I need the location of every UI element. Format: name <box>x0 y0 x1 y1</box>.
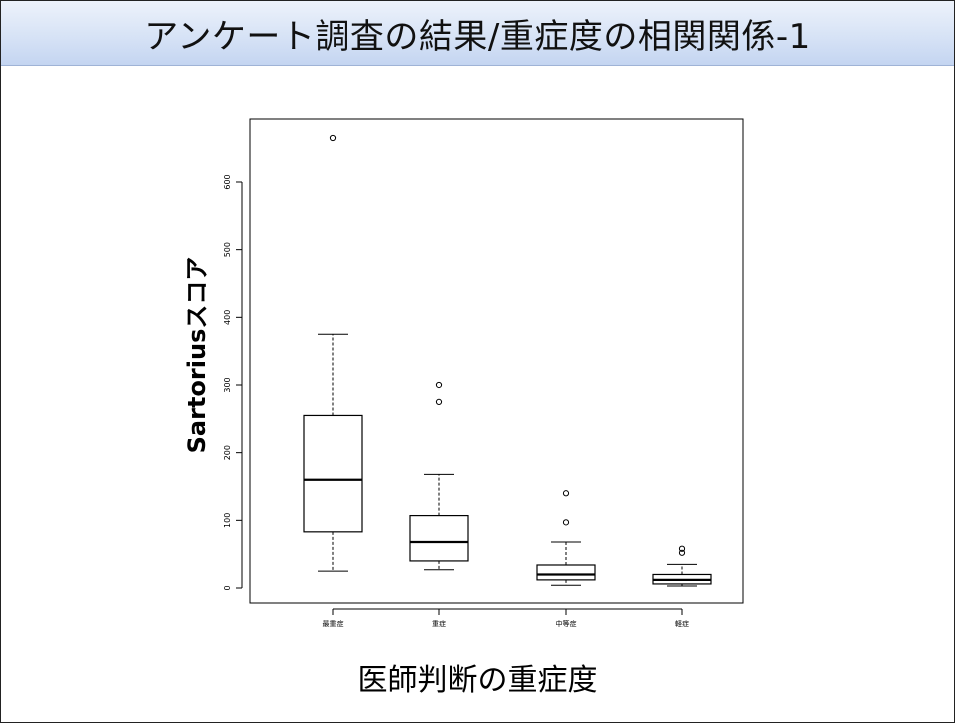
outlier-point <box>678 549 686 556</box>
y-tick-label: 200 <box>223 445 232 460</box>
plot-frame <box>249 118 744 604</box>
x-tick-label: 最重症 <box>323 619 344 628</box>
outlier-point <box>678 545 686 552</box>
y-tick-label: 400 <box>223 310 232 325</box>
box <box>536 564 596 581</box>
x-tick-label: 軽症 <box>675 619 689 628</box>
outlier-point <box>435 398 443 406</box>
y-tick-label: 300 <box>223 377 232 392</box>
y-tick-label: 0 <box>223 585 232 590</box>
y-tick-label: 500 <box>223 242 232 257</box>
y-axis-title: Sartoriusスコア <box>183 257 211 454</box>
y-tick-label: 100 <box>223 513 232 528</box>
box <box>409 514 469 562</box>
outlier-point <box>329 134 337 142</box>
x-axis-title: 医師判断の重症度 <box>357 663 598 698</box>
box <box>303 414 363 533</box>
x-tick-label: 中等症 <box>556 619 577 628</box>
y-tick-label: 600 <box>223 174 232 189</box>
outlier-point <box>435 381 443 389</box>
slide-title: アンケート調査の結果/重症度の相関関係-1 <box>144 16 811 57</box>
title-bar: アンケート調査の結果/重症度の相関関係-1 <box>1 1 954 66</box>
outlier-point <box>562 519 570 526</box>
x-tick-label: 重症 <box>432 619 446 628</box>
outlier-point <box>562 490 570 497</box>
